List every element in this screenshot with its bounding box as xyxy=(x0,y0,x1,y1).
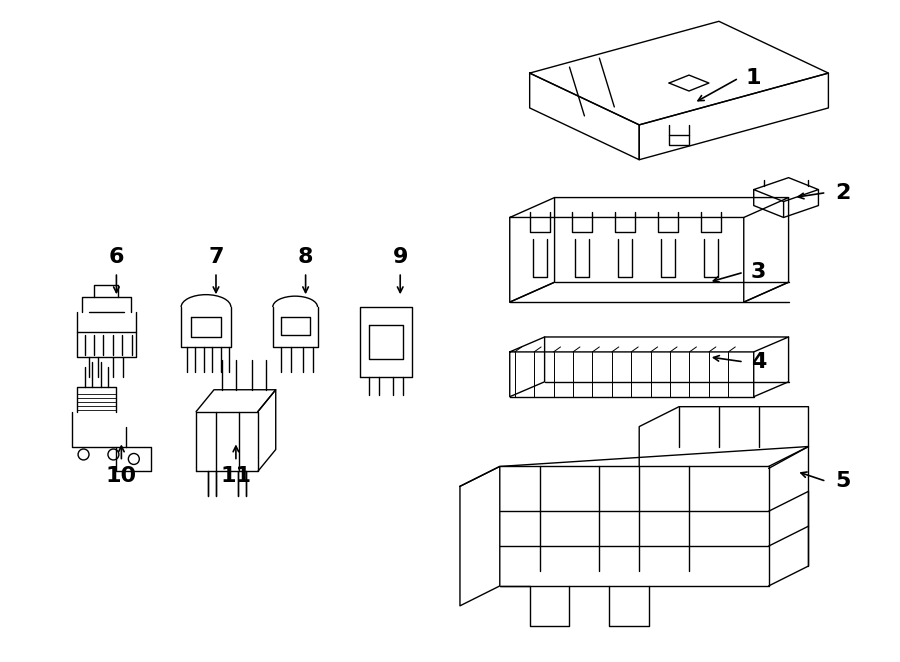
Text: 1: 1 xyxy=(746,68,761,88)
Text: 5: 5 xyxy=(836,471,851,491)
Text: 2: 2 xyxy=(836,183,851,203)
Text: 4: 4 xyxy=(751,352,767,372)
Text: 7: 7 xyxy=(208,248,224,267)
Text: 6: 6 xyxy=(109,248,124,267)
Text: 9: 9 xyxy=(392,248,408,267)
Text: 3: 3 xyxy=(751,262,767,282)
Text: 10: 10 xyxy=(106,467,137,487)
Text: 11: 11 xyxy=(220,467,251,487)
Text: 8: 8 xyxy=(298,248,313,267)
